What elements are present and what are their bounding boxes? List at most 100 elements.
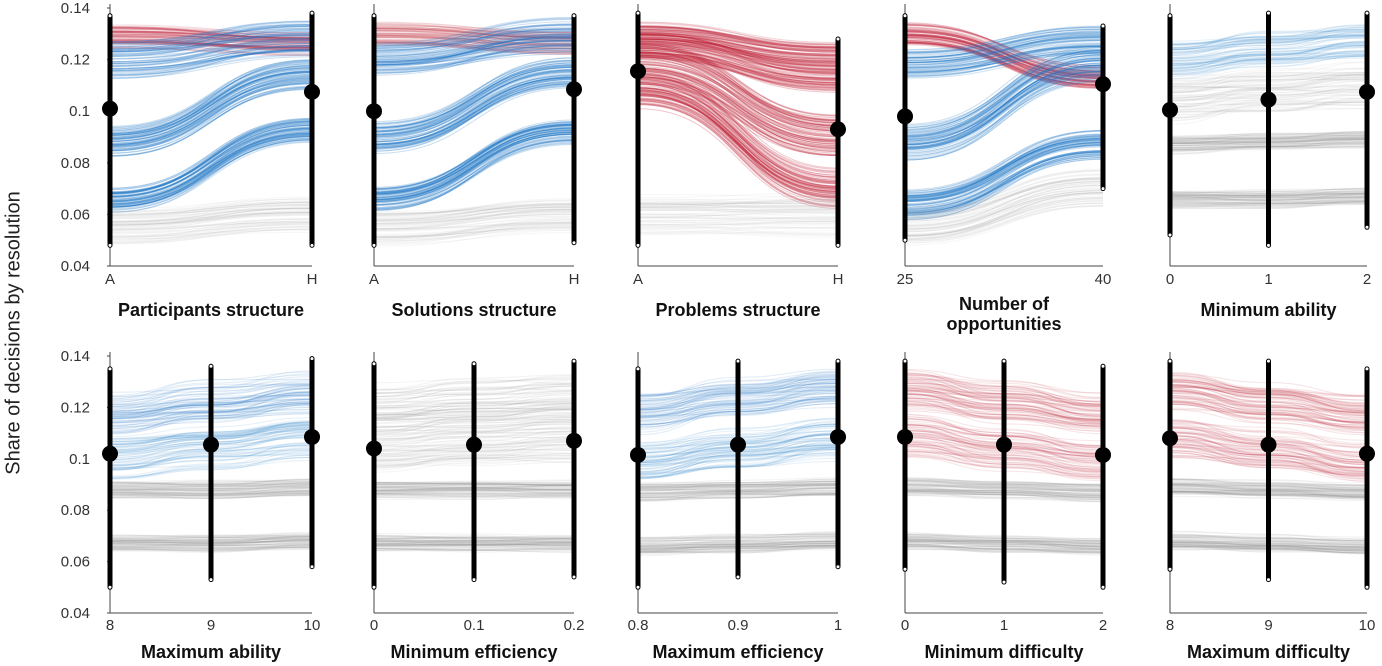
trajectory-line <box>373 124 575 193</box>
trajectory-line <box>637 220 839 230</box>
trajectory-line <box>373 37 575 41</box>
trajectory-line <box>637 205 839 208</box>
trajectory-line <box>373 131 575 200</box>
trajectory-line <box>904 129 1104 192</box>
trajectory-line <box>373 40 575 63</box>
trajectory-line <box>904 49 1104 75</box>
trajectory-line <box>637 26 839 49</box>
trajectory-line <box>373 43 575 61</box>
trajectory-line <box>904 154 1104 219</box>
trajectory-line <box>904 57 1104 129</box>
trajectory-line <box>637 32 839 59</box>
trajectory-line <box>373 30 575 42</box>
trajectory-line <box>637 26 839 48</box>
trajectory-line <box>904 34 1104 83</box>
x-tick-label: 10 <box>304 617 321 634</box>
trajectory-line <box>109 214 313 230</box>
trajectory-line <box>109 27 313 45</box>
trajectory-line <box>904 34 1104 78</box>
trajectory-line <box>904 139 1104 201</box>
trajectory-line <box>637 93 839 198</box>
trajectory-line <box>904 37 1104 61</box>
trajectory-line <box>373 131 575 200</box>
trajectory-line <box>373 215 575 228</box>
mean-point <box>630 63 646 80</box>
trajectory-line <box>637 226 839 229</box>
trajectory-line <box>109 32 313 46</box>
trajectory-line <box>109 31 313 41</box>
trajectory-line <box>904 200 1104 237</box>
trajectory-line <box>637 33 839 70</box>
trajectory-line <box>373 125 575 192</box>
trajectory-line <box>637 58 839 137</box>
trajectory-line <box>373 205 575 214</box>
trajectory-line <box>109 65 313 138</box>
trajectory-line <box>373 224 575 237</box>
trajectory-line <box>373 28 575 54</box>
range-bottom-point <box>208 577 214 583</box>
trajectory-line <box>904 190 1104 229</box>
trajectory-line <box>904 144 1104 202</box>
trajectory-line <box>373 221 575 231</box>
trajectory-line <box>637 93 839 198</box>
trajectory-line <box>637 200 839 206</box>
trajectory-line <box>373 206 575 215</box>
trajectory-line <box>904 52 1104 77</box>
trajectory-line <box>637 53 839 86</box>
trajectory-line <box>904 81 1104 161</box>
x-tick-label: 8 <box>1166 617 1174 634</box>
range-bottom-point <box>902 566 908 572</box>
trajectory-line <box>373 210 575 225</box>
trajectory-line <box>904 191 1104 233</box>
trajectory-line <box>637 104 839 207</box>
range-top-point <box>1167 13 1173 19</box>
trajectory-line <box>109 203 313 218</box>
trajectory-line <box>904 36 1104 66</box>
trajectory-line <box>109 223 313 243</box>
trajectory-line <box>637 73 839 174</box>
trajectory-line <box>637 216 839 226</box>
trajectory-line <box>637 100 839 207</box>
trajectory-line <box>637 35 839 59</box>
trajectory-line <box>109 77 313 147</box>
trajectory-line <box>904 54 1104 138</box>
trajectory-line <box>904 184 1104 228</box>
trajectory-line <box>637 51 839 120</box>
trajectory-line <box>373 216 575 222</box>
trajectory-line <box>904 59 1104 138</box>
trajectory-line <box>904 49 1104 129</box>
trajectory-line <box>904 69 1104 152</box>
trajectory-line <box>109 39 313 51</box>
trajectory-line <box>637 98 839 198</box>
trajectory-line <box>637 28 839 46</box>
trajectory-line <box>904 198 1104 241</box>
trajectory-line <box>373 123 575 193</box>
trajectory-line <box>637 25 839 49</box>
panel-title: Maximum difficulty <box>1187 642 1350 662</box>
trajectory-line <box>904 137 1104 202</box>
trajectory-line <box>109 69 313 136</box>
trajectory-line <box>637 94 839 185</box>
trajectory-line <box>637 47 839 126</box>
trajectory-line <box>109 29 313 56</box>
mean-point <box>1095 446 1111 463</box>
trajectory-line <box>904 133 1104 200</box>
trajectory-line <box>373 143 575 211</box>
trajectory-line <box>904 193 1104 236</box>
trajectory-line <box>109 212 313 226</box>
trajectory-line <box>637 94 839 192</box>
trajectory-line <box>373 53 575 71</box>
trajectory-line <box>637 32 839 57</box>
trajectory-line <box>373 33 575 63</box>
trajectory-line <box>637 209 839 214</box>
y-tick-label: 0.12 <box>61 399 90 416</box>
trajectory-line <box>373 28 575 39</box>
trajectory-line <box>109 24 313 50</box>
trajectory-line <box>904 51 1104 138</box>
trajectory-line <box>904 70 1104 149</box>
trajectory-line <box>109 32 313 63</box>
trajectory-line <box>109 26 313 39</box>
trajectory-line <box>373 78 575 145</box>
trajectory-line <box>109 43 313 57</box>
